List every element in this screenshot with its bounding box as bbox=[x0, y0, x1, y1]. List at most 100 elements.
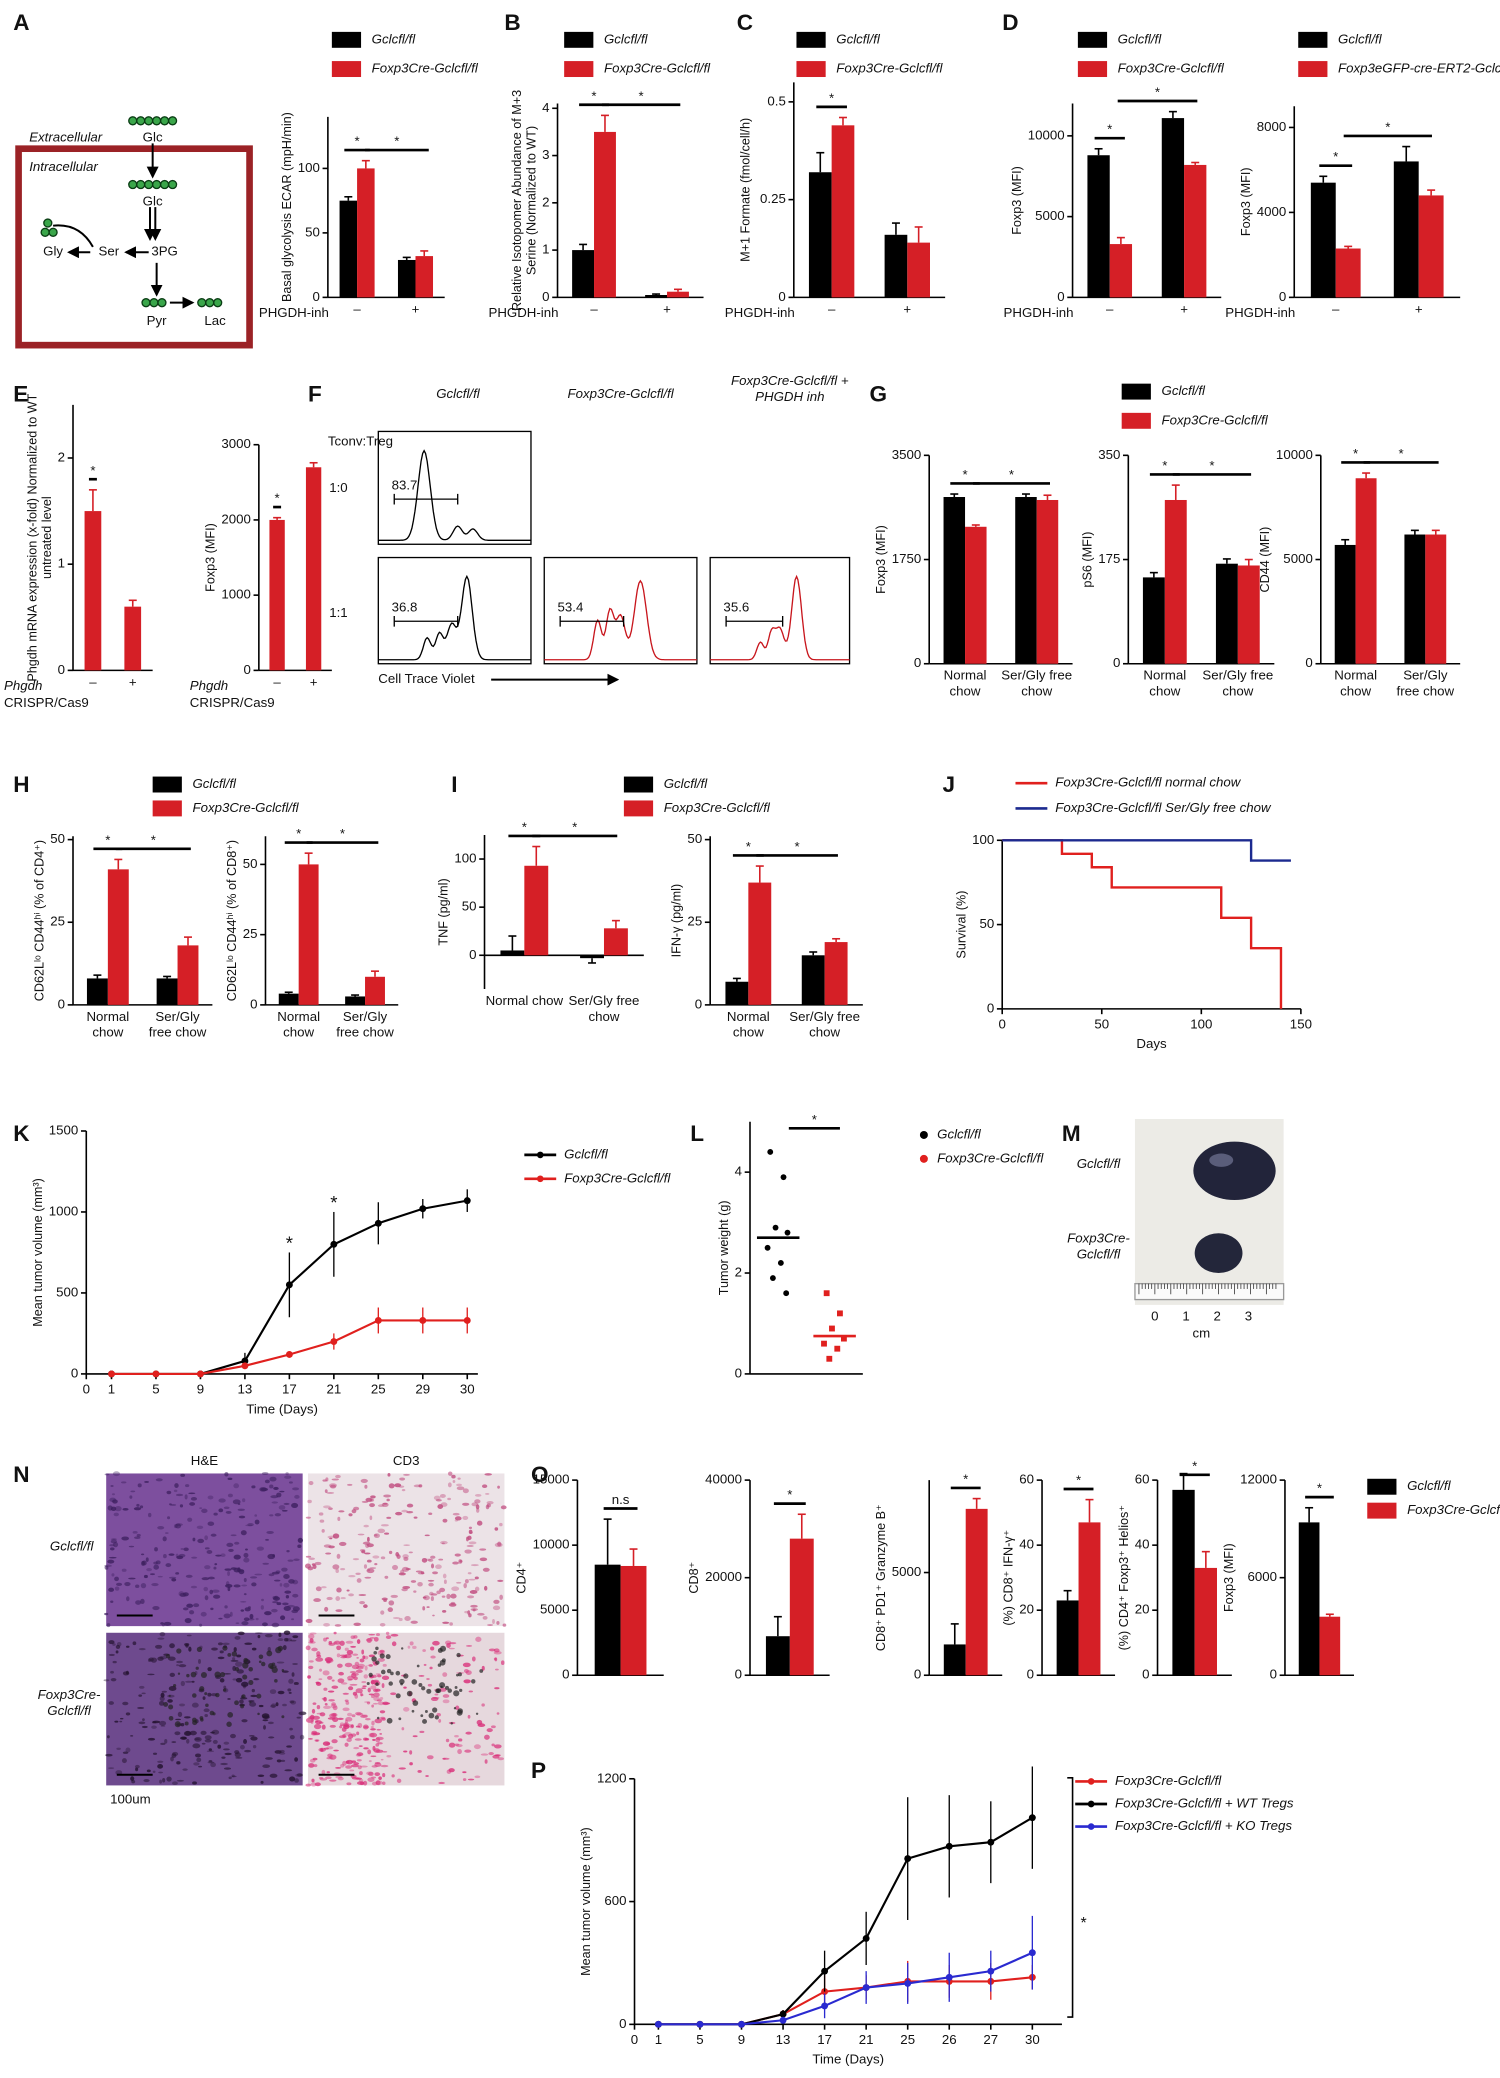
cell bbox=[430, 1563, 435, 1569]
cell bbox=[157, 1637, 165, 1640]
point bbox=[419, 1317, 427, 1324]
cell bbox=[430, 1593, 438, 1596]
cell bbox=[375, 1633, 381, 1637]
cell bbox=[148, 1512, 152, 1518]
x-tick-label: Normal chow bbox=[277, 1010, 321, 1041]
cell bbox=[201, 1508, 208, 1514]
x-tick-label: 150 bbox=[1290, 1016, 1312, 1031]
carbon-bead bbox=[144, 116, 154, 126]
cell bbox=[426, 1606, 430, 1608]
node-label: Pyr bbox=[147, 313, 167, 328]
cell bbox=[366, 1771, 374, 1776]
bar bbox=[1418, 195, 1444, 298]
cell bbox=[228, 1548, 234, 1553]
cell bbox=[330, 1703, 337, 1709]
point bbox=[696, 2020, 704, 2028]
cell bbox=[493, 1650, 502, 1655]
legend-label: Gclcfl/fl bbox=[1162, 383, 1207, 398]
cell bbox=[275, 1702, 279, 1707]
bar bbox=[269, 519, 285, 671]
bar bbox=[1404, 534, 1426, 664]
legend-label: Foxp3Cre-Gclcfl/fl normal chow bbox=[1055, 775, 1241, 790]
cell bbox=[159, 1779, 163, 1784]
cell bbox=[379, 1733, 383, 1735]
y-tick-label: 0 bbox=[542, 289, 549, 304]
cell bbox=[121, 1536, 129, 1541]
y-label-group: Foxp3 (MFI) bbox=[1010, 166, 1025, 235]
cell bbox=[342, 1707, 350, 1712]
point bbox=[780, 1174, 787, 1181]
cell bbox=[435, 1564, 442, 1570]
y-label-box: Relative Isotopomer Abundance of M+3 Ser… bbox=[510, 90, 538, 311]
sig-label: n.s bbox=[612, 1492, 630, 1507]
pigment bbox=[192, 1717, 197, 1723]
annotation: * bbox=[1081, 1915, 1087, 1932]
micrograph bbox=[307, 1473, 505, 1627]
cell bbox=[352, 1558, 360, 1561]
cell bbox=[383, 1494, 391, 1498]
cell bbox=[324, 1703, 328, 1706]
ruler-label: 3 bbox=[1245, 1308, 1252, 1323]
cell bbox=[192, 1743, 201, 1749]
cell bbox=[119, 1717, 124, 1720]
cell bbox=[368, 1760, 372, 1763]
y-tick-label: 4 bbox=[735, 1164, 742, 1179]
bar bbox=[1142, 577, 1165, 664]
gate-value: 35.6 bbox=[723, 599, 749, 614]
cell bbox=[375, 1737, 381, 1743]
cell bbox=[237, 1567, 241, 1573]
histogram-curve bbox=[544, 579, 697, 661]
pigment bbox=[168, 1704, 174, 1710]
y-tick-label: 0 bbox=[58, 996, 65, 1011]
cell bbox=[283, 1502, 290, 1505]
cell bbox=[161, 1690, 167, 1693]
cell bbox=[203, 1708, 210, 1713]
pigment bbox=[386, 1668, 392, 1674]
cell bbox=[168, 1576, 177, 1579]
cell bbox=[482, 1484, 488, 1489]
bar bbox=[725, 981, 749, 1005]
y-tick-label: 0 bbox=[735, 1667, 742, 1682]
cell bbox=[219, 1650, 224, 1654]
cell bbox=[184, 1716, 191, 1719]
cell bbox=[155, 1560, 161, 1565]
cell bbox=[348, 1686, 354, 1691]
x-tick-label: 9 bbox=[738, 2032, 745, 2047]
y-axis-label: Basal glycolysis ECAR (mpH/min) bbox=[279, 112, 295, 303]
cell bbox=[173, 1524, 178, 1529]
x-tick-label: 5 bbox=[152, 1381, 159, 1396]
bar bbox=[1109, 244, 1133, 298]
cell bbox=[313, 1598, 321, 1603]
sig-label: * bbox=[296, 826, 301, 841]
cell bbox=[500, 1505, 507, 1510]
cell bbox=[346, 1650, 354, 1655]
cell bbox=[492, 1618, 495, 1624]
cell bbox=[430, 1555, 436, 1559]
point bbox=[821, 2002, 829, 2010]
x-tick-label: 21 bbox=[859, 2032, 874, 2047]
y-tick-label: 25 bbox=[687, 914, 702, 929]
cell bbox=[249, 1576, 258, 1579]
cell bbox=[374, 1772, 381, 1777]
sig-label: * bbox=[1192, 1458, 1197, 1473]
legend-label: Foxp3Cre-Gclcfl/fl bbox=[664, 800, 771, 815]
cell bbox=[332, 1533, 340, 1539]
cell bbox=[359, 1658, 365, 1663]
cell bbox=[309, 1632, 317, 1635]
carbon-bead bbox=[128, 179, 138, 190]
cell bbox=[136, 1503, 140, 1507]
cell bbox=[471, 1656, 476, 1662]
cell bbox=[369, 1498, 375, 1502]
cell bbox=[364, 1552, 371, 1555]
cell bbox=[141, 1553, 145, 1556]
cell bbox=[333, 1631, 337, 1635]
cell bbox=[474, 1586, 480, 1592]
cell bbox=[318, 1512, 324, 1516]
cell bbox=[308, 1665, 314, 1670]
cell bbox=[331, 1679, 335, 1682]
cell bbox=[386, 1498, 390, 1502]
histogram-curve bbox=[378, 449, 531, 541]
pigment bbox=[249, 1701, 252, 1704]
cell bbox=[432, 1640, 440, 1646]
cell bbox=[206, 1750, 215, 1753]
